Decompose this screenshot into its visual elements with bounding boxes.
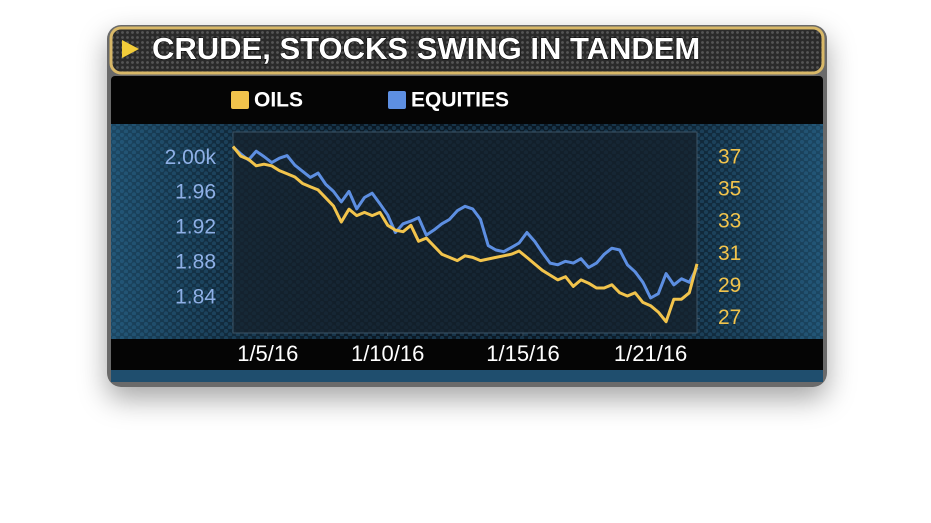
y2-tick-label: 31 (718, 242, 741, 265)
y2-tick-label: 27 (718, 306, 741, 329)
bottom-bar (111, 370, 823, 382)
x-tick-label: 1/5/16 (237, 341, 298, 366)
y-tick-label: 2.00k (165, 146, 217, 169)
series-line (231, 145, 699, 300)
x-tick-label: 1/21/16 (614, 341, 687, 366)
y-tick-label: 1.96 (175, 181, 216, 204)
y2-tick-label: 29 (718, 274, 741, 297)
series-line (231, 145, 699, 324)
y-tick-label: 1.84 (175, 286, 216, 309)
x-tick-label: 1/10/16 (351, 341, 424, 366)
x-tick-label: 1/15/16 (486, 341, 559, 366)
legend-label: OILS (254, 89, 303, 112)
y2-tick-label: 35 (718, 177, 741, 200)
legend-label: EQUITIES (411, 89, 509, 112)
plot-area (232, 131, 698, 334)
chart-title: CRUDE, STOCKS SWING IN TANDEM (152, 31, 700, 66)
title-bar (109, 26, 825, 75)
y2-tick-label: 33 (718, 210, 741, 233)
y-tick-label: 1.92 (175, 216, 216, 239)
y-tick-label: 1.88 (175, 251, 216, 274)
legend-swatch (388, 91, 406, 109)
y2-tick-label: 37 (718, 145, 741, 168)
legend-swatch (231, 91, 249, 109)
title-arrow (122, 40, 139, 58)
